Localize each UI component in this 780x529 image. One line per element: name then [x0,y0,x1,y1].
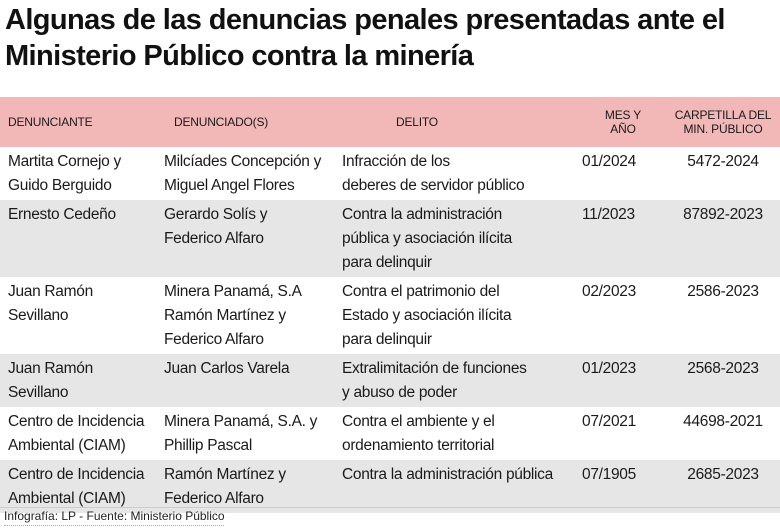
cell-denunciante: Ernesto Cedeño [8,206,116,223]
header-delito: DELITO [396,115,438,129]
complaints-table: DENUNCIANTE DENUNCIADO(S) DELITO MES Y A… [0,97,780,513]
header-mes-ano: MES Y AÑO [604,108,642,136]
source-credit: Infografía: LP - Fuente: Ministerio Públ… [4,509,225,523]
table-row: Martita Cornejo y Guido Berguido Milcíad… [0,147,780,200]
table-row: Ernesto Cedeño Gerardo Solís y Federico … [0,200,780,277]
cell-carpetilla: 2685-2023 [687,466,759,483]
cell-carpetilla: 5472-2024 [687,153,759,170]
cell-denunciante: Juan Ramón Sevillano [8,283,93,324]
table-row: Centro de Incidencia Ambiental (CIAM) Ra… [0,460,780,513]
cell-mes-ano: 01/2023 [582,360,636,377]
header-carpetilla: CARPETILLA DEL MIN. PÚBLICO [674,108,772,136]
cell-delito: Infracción de los deberes de servidor pú… [342,153,525,194]
cell-mes-ano: 11/2023 [582,206,635,223]
cell-denunciado: Minera Panamá, S.A Ramón Martínez y Fede… [164,283,302,348]
cell-denunciante: Juan Ramón Sevillano [8,360,93,401]
footer-dotted-line [4,525,224,526]
cell-denunciante: Centro de Incidencia Ambiental (CIAM) [8,466,145,507]
table-row: Centro de Incidencia Ambiental (CIAM) Mi… [0,407,780,460]
cell-denunciado: Milcíades Concepción y Miguel Angel Flor… [164,153,322,194]
cell-denunciado: Ramón Martínez y Federico Alfaro [164,466,286,507]
cell-mes-ano: 01/2024 [582,153,636,170]
cell-denunciado: Gerardo Solís y Federico Alfaro [164,206,268,247]
table-row: Juan Ramón Sevillano Minera Panamá, S.A … [0,277,780,354]
cell-denunciado: Juan Carlos Varela [164,360,290,377]
cell-delito: Contra el ambiente y el ordenamiento ter… [342,413,495,454]
cell-denunciado: Minera Panamá, S.A. y Phillip Pascal [164,413,318,454]
cell-delito: Extralimitación de funciones y abuso de … [342,360,527,401]
cell-denunciante: Martita Cornejo y Guido Berguido [8,153,121,194]
cell-delito: Contra el patrimonio del Estado y asocia… [342,283,512,348]
footer-divider [0,507,780,508]
cell-carpetilla: 2568-2023 [687,360,759,377]
cell-denunciante: Centro de Incidencia Ambiental (CIAM) [8,413,145,454]
table-header-row: DENUNCIANTE DENUNCIADO(S) DELITO MES Y A… [0,97,780,147]
cell-mes-ano: 07/1905 [582,466,636,483]
page-title: Algunas de las denuncias penales present… [5,4,725,72]
cell-carpetilla: 44698-2021 [683,413,763,430]
cell-delito: Contra la administración pública [342,466,553,483]
header-denunciante: DENUNCIANTE [8,115,93,129]
header-denunciado: DENUNCIADO(S) [174,115,269,129]
cell-delito: Contra la administración pública y asoci… [342,206,512,271]
cell-mes-ano: 07/2021 [582,413,636,430]
cell-mes-ano: 02/2023 [582,283,636,300]
cell-carpetilla: 87892-2023 [683,206,763,223]
cell-carpetilla: 2586-2023 [687,283,759,300]
table-row: Juan Ramón Sevillano Juan Carlos Varela … [0,354,780,407]
